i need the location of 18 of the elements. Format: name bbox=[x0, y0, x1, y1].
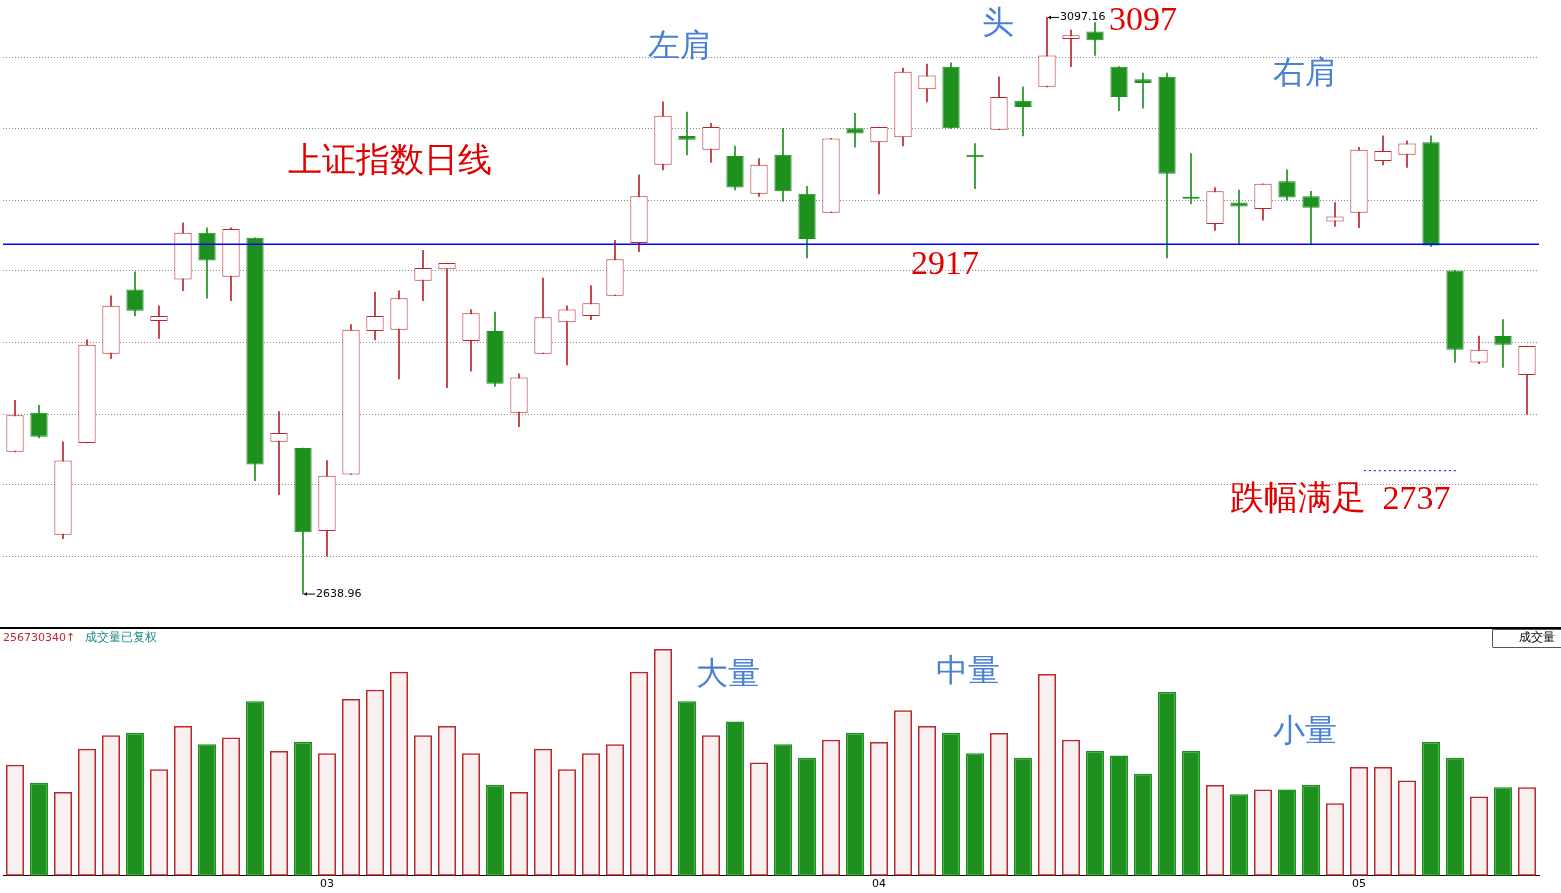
annotation: 中量 bbox=[936, 652, 1000, 689]
annotation: 头 bbox=[982, 4, 1014, 41]
annotation: 右肩 bbox=[1273, 54, 1337, 91]
text: 成交量 bbox=[1519, 630, 1555, 645]
annotation: 3097.16 bbox=[1060, 10, 1106, 24]
x-tick-label: 04 bbox=[872, 877, 886, 891]
text: 256730340↑ bbox=[3, 630, 76, 644]
text: 上证指数日线 bbox=[288, 140, 492, 178]
ref-line-label: 2917 bbox=[911, 243, 979, 281]
annotation: 小量 bbox=[1273, 712, 1337, 749]
annotation: 大量 bbox=[696, 655, 760, 692]
x-tick-label: 05 bbox=[1352, 877, 1366, 891]
ref-line-label: 跌幅满足 2737 bbox=[1229, 478, 1451, 516]
text: 成交量已复权 bbox=[85, 630, 157, 645]
annotation: 3097 bbox=[1109, 0, 1177, 38]
annotation: 左肩 bbox=[648, 27, 712, 64]
annotation: 2638.96 bbox=[316, 586, 362, 600]
x-tick-label: 03 bbox=[320, 877, 334, 891]
